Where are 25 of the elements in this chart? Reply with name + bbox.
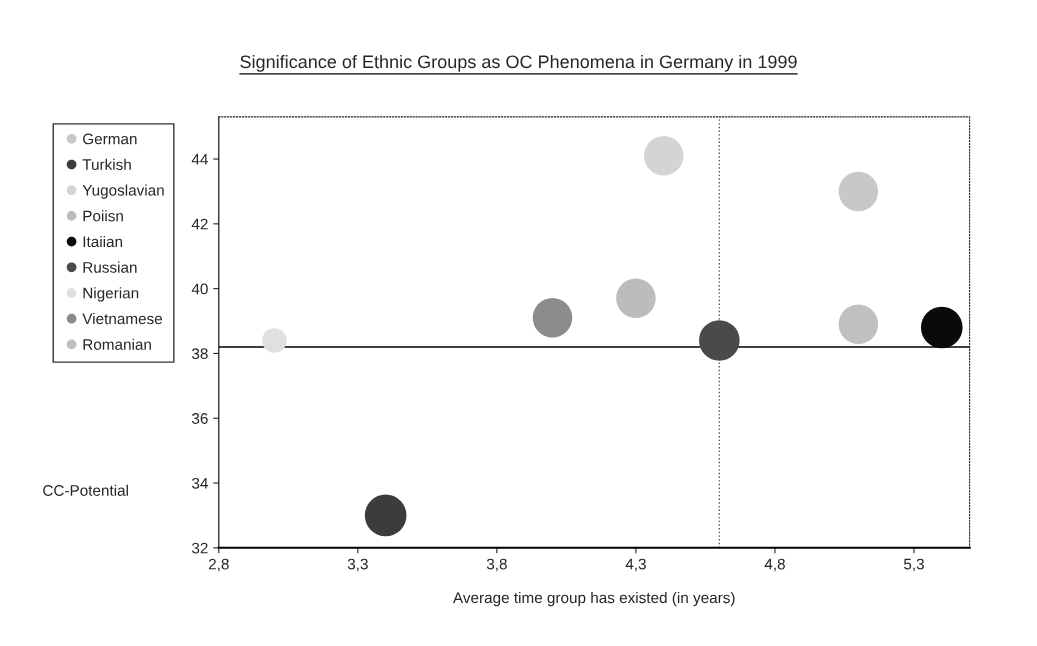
x-tick-label: 3,3	[347, 558, 368, 572]
y-tick-label: 42	[191, 218, 208, 230]
x-tick-label: 2,8	[208, 558, 229, 572]
y-tick-label: 44	[191, 154, 208, 165]
legend-label: Vietnamese	[82, 312, 163, 325]
x-tick-label: 4,3	[625, 558, 646, 572]
y-tick-label: 36	[191, 413, 208, 424]
legend-label: Russian	[83, 261, 137, 273]
y-tick-label: 40	[191, 283, 208, 295]
legend-label: German	[83, 133, 137, 145]
legend-label: Yugoslavian	[82, 184, 164, 199]
x-tick-label: 5,3	[903, 558, 924, 572]
x-axis-title: Average time group has existed (in years)	[452, 591, 735, 607]
y-axis-title: CC-Potential	[43, 484, 128, 496]
y-tick-label: 32	[191, 542, 208, 554]
x-tick-label: 4,8	[764, 558, 785, 572]
legend-label: Romanian	[83, 338, 151, 350]
chart-title: Significance of Ethnic Groups as OC Phenomena in Germany in 1999	[240, 54, 797, 72]
legend-label: Itaiian	[83, 235, 123, 248]
legend-label: Nigerian	[83, 287, 139, 302]
y-tick-label: 38	[191, 348, 208, 360]
x-tick-label: 3,8	[486, 558, 507, 572]
legend-label: Poiisn	[83, 210, 123, 222]
legend-label: Turkish	[82, 158, 131, 171]
y-tick-label: 34	[191, 477, 208, 489]
